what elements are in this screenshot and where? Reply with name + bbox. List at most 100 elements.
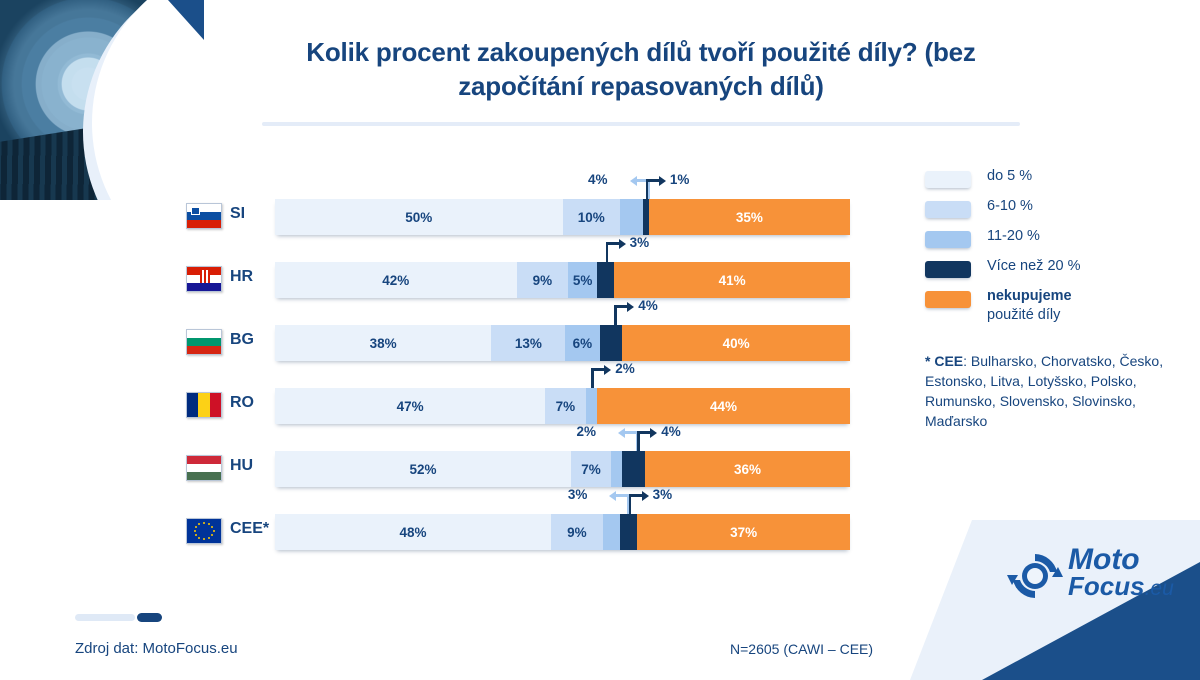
legend-swatch xyxy=(925,231,971,248)
logo-focus-word: Focus xyxy=(1068,571,1145,601)
corner-triangle-accent xyxy=(168,0,204,40)
legend-sublabel: použité díly xyxy=(987,307,1061,323)
logo-moto-text: Moto xyxy=(1068,543,1140,576)
callout-arrow-icon xyxy=(637,428,658,451)
stacked-bar[interactable]: 52% 7% 2% 4% 36% xyxy=(275,424,850,487)
chart-row: CEE* 48% 9% 3% 3% 37% xyxy=(0,487,880,558)
bar-segment: 36% xyxy=(645,451,850,487)
progress-thumb xyxy=(137,613,162,622)
bar-segment xyxy=(597,262,615,298)
bar-segment xyxy=(643,199,649,235)
callout-arrow-icon xyxy=(618,428,638,451)
legend-label: do 5 % xyxy=(987,168,1033,184)
legend-item[interactable]: nekupujeme použité díly xyxy=(925,288,1190,334)
chart-row: BG 38% 13% 6% 4% 40% xyxy=(0,298,880,369)
bar-segment: 10% xyxy=(562,199,620,235)
legend-label: 11-20 % xyxy=(987,228,1040,244)
legend-label: nekupujeme xyxy=(987,288,1072,304)
chart-row: HU 52% 7% 2% 4% 36% xyxy=(0,424,880,495)
bar-segment: 40% xyxy=(622,325,850,361)
legend-swatch xyxy=(925,201,971,218)
country-code-label: HU xyxy=(230,457,254,474)
stacked-bar[interactable]: 48% 9% 3% 3% 37% xyxy=(275,487,850,550)
bar-segment: 38% xyxy=(275,325,492,361)
bar-segment: 9% xyxy=(516,262,569,298)
callout-label: 1% xyxy=(669,172,690,187)
bar-segment xyxy=(585,388,597,424)
flag-icon-hu xyxy=(186,455,222,481)
bar-segment: 41% xyxy=(614,262,850,298)
callout-label: 3% xyxy=(652,487,673,502)
logo-focus-text: Focus.eu xyxy=(1068,573,1174,602)
callout-label: 2% xyxy=(576,424,596,439)
country-code-label: CEE* xyxy=(230,520,270,537)
bar-segment xyxy=(599,325,623,361)
sample-size-label: N=2605 (CAWI – CEE) xyxy=(730,641,874,657)
callout-label: 3% xyxy=(629,235,650,250)
country-code-label: RO xyxy=(230,394,254,411)
bar-segment xyxy=(610,451,623,487)
callout-arrow-icon xyxy=(614,302,635,325)
callout-arrow-icon xyxy=(628,491,649,514)
bar-segment: 52% xyxy=(275,451,572,487)
motofocus-circular-arrow-icon xyxy=(1007,554,1063,598)
bar-segment: 42% xyxy=(275,262,517,298)
progress-track xyxy=(75,614,135,621)
bar-segment xyxy=(620,199,643,235)
cee-footnote-text: : Bulharsko, Chorvatsko, Česko, Estonsko… xyxy=(925,353,1164,429)
bar-segment: 48% xyxy=(275,514,551,550)
bar-segment: 6% xyxy=(565,325,600,361)
cee-footnote-marker: * CEE xyxy=(925,353,964,369)
legend-swatch xyxy=(925,171,971,188)
legend-swatch xyxy=(925,261,971,278)
legend-swatch xyxy=(925,291,971,308)
bar-segment: 47% xyxy=(275,388,546,424)
bar-segment: 37% xyxy=(637,514,850,550)
callout-arrow-icon xyxy=(591,365,612,388)
flag-icon-hr xyxy=(186,266,222,292)
callout-label: 4% xyxy=(638,298,658,313)
title-divider xyxy=(262,122,1020,126)
stacked-bar[interactable]: 38% 13% 6% 4% 40% xyxy=(275,298,850,361)
chart-legend: do 5 % 6-10 % 11-20 % Více než 20 % nekupuje… xyxy=(925,168,1190,334)
page-title: Kolik procent zakoupených dílů tvoří pou… xyxy=(306,37,976,101)
bar-segment xyxy=(602,514,620,550)
callout-arrow-icon xyxy=(605,239,626,262)
legend-item[interactable]: do 5 % xyxy=(925,168,1190,198)
flag-icon-si xyxy=(186,203,222,229)
country-code-label: SI xyxy=(230,205,246,222)
stacked-bar[interactable]: 47% 7% 2% 44% xyxy=(275,361,850,424)
bar-segment: 7% xyxy=(545,388,586,424)
bar-segment: 50% xyxy=(275,199,563,235)
stacked-bar[interactable]: 50% 10% 4% 1% 35% xyxy=(275,172,850,235)
legend-item[interactable]: Více než 20 % xyxy=(925,258,1190,288)
flag-icon-eu xyxy=(186,518,222,544)
flag-icon-bg xyxy=(186,329,222,355)
stacked-bar[interactable]: 42% 9% 5% 3% 41% xyxy=(275,235,850,298)
callout-arrow-icon xyxy=(609,491,630,514)
legend-item[interactable]: 6-10 % xyxy=(925,198,1190,228)
legend-item[interactable]: 11-20 % xyxy=(925,228,1190,258)
logo-eu-suffix: .eu xyxy=(1144,577,1174,600)
stacked-bar-chart: SI 50% 10% 4% 1% 35% HR 42% 9% 5% 3% 41% BG 38% 13% 6% 4… xyxy=(0,150,880,570)
source-label: Zdroj dat: MotoFocus.eu xyxy=(75,640,238,657)
bar-segment: 7% xyxy=(571,451,611,487)
legend-label: 6-10 % xyxy=(987,198,1033,214)
callout-label: 3% xyxy=(567,487,588,502)
cee-footnote: * CEE: Bulharsko, Chorvatsko, Česko, Est… xyxy=(925,352,1175,432)
country-code-label: HR xyxy=(230,268,254,285)
bar-segment: 5% xyxy=(568,262,597,298)
bar-segment: 13% xyxy=(491,325,566,361)
chart-row: RO 47% 7% 2% 44% xyxy=(0,361,880,432)
legend-label: Více než 20 % xyxy=(987,258,1081,274)
bar-segment: 9% xyxy=(551,514,603,550)
slide-progress-indicator[interactable] xyxy=(75,613,165,622)
motofocus-logo[interactable]: Moto Focus.eu xyxy=(1006,543,1196,610)
callout-arrow-icon xyxy=(645,176,666,199)
callout-label: 4% xyxy=(587,172,608,187)
bar-segment: 35% xyxy=(648,199,850,235)
chart-row: SI 50% 10% 4% 1% 35% xyxy=(0,172,880,243)
bar-segment xyxy=(620,514,638,550)
callout-label: 2% xyxy=(615,361,635,376)
